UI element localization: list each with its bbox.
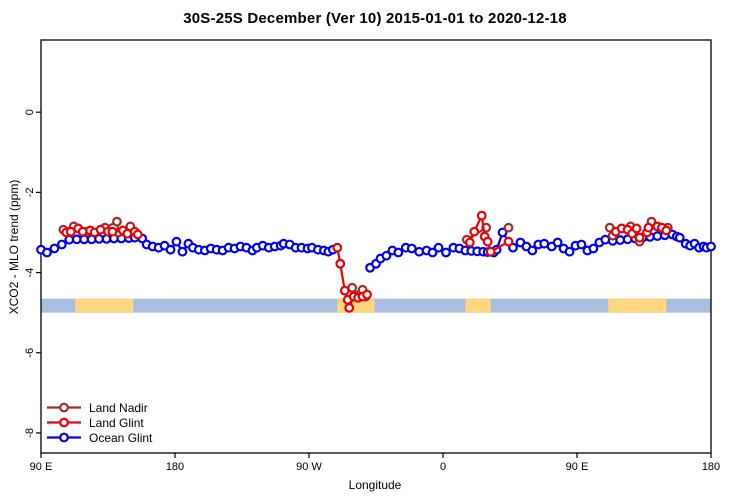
land-glint-point [476, 210, 487, 221]
land-glint-point [344, 302, 355, 313]
ocean-glint-point [600, 234, 611, 245]
ocean-glint-point [165, 244, 176, 255]
land-glint-point [362, 289, 372, 300]
ocean-glint-point [414, 246, 425, 257]
land-glint-point [339, 285, 350, 296]
legend-label: Land Glint [89, 415, 144, 430]
land-glint-point [132, 229, 143, 240]
ocean-glint-point [588, 243, 599, 254]
legend-label: Ocean Glint [89, 430, 153, 445]
ocean-glint-point [42, 247, 52, 258]
ocean-glint-point [441, 247, 451, 258]
x-tick-label: 90 E [30, 461, 53, 473]
land-nadir-swatch-icon [47, 402, 81, 413]
ocean-glint-point [49, 243, 60, 254]
ocean-glint-point [706, 241, 716, 252]
ocean-glint-point [564, 246, 575, 257]
legend-label: Land Nadir [89, 400, 148, 415]
legend-entry-land-nadir: Land Nadir [45, 400, 152, 415]
y-tick-label: -4 [24, 268, 36, 278]
land-nadir-point [112, 216, 122, 227]
land-band-segment [75, 298, 134, 313]
ocean-glint-point [527, 245, 538, 256]
x-tick-label: 0 [440, 461, 446, 473]
land-glint-point [107, 226, 118, 237]
legend-point [59, 417, 69, 428]
legend-point [59, 432, 69, 443]
plot-box [40, 39, 712, 454]
land-band-segment [608, 298, 667, 313]
legend-entry-land-glint: Land Glint [45, 415, 152, 430]
ocean-glint-point [552, 237, 563, 248]
land-glint-point [464, 237, 475, 248]
ocean-glint-point [56, 239, 67, 250]
ocean-glint-point [177, 246, 188, 257]
land-glint-point [469, 226, 480, 237]
land-nadir-point [503, 222, 514, 233]
ocean-glint-swatch-icon [47, 432, 81, 443]
land-glint-point [631, 223, 642, 234]
land-glint-swatch-icon [47, 417, 81, 428]
ocean-glint-point [497, 227, 508, 238]
ocean-glint-point [427, 247, 438, 258]
ocean-glint-point [381, 250, 392, 261]
land-glint-point [634, 232, 645, 243]
ocean-glint-point [576, 239, 587, 250]
ocean-band [41, 298, 711, 313]
ocean-glint-point [393, 247, 404, 258]
land-glint-point [503, 236, 514, 247]
x-tick-label: 90 E [566, 461, 589, 473]
y-tick-label: -6 [24, 348, 36, 358]
land-band-segment [465, 298, 491, 313]
x-tick-label: 180 [702, 461, 720, 473]
ocean-glint-point [171, 236, 182, 247]
chart-title: 30S-25S December (Ver 10) 2015-01-01 to … [183, 10, 567, 27]
y-tick-label: 0 [24, 109, 36, 115]
ocean-glint-point [433, 242, 444, 253]
x-axis-label: Longitude [348, 478, 402, 492]
land-glint-point [643, 222, 654, 233]
land-glint-point [482, 236, 493, 247]
y-tick-label: -8 [24, 428, 36, 438]
legend: Land Nadir Land Glint Ocean Glint [45, 400, 152, 445]
land-glint-point [335, 258, 346, 269]
x-tick-label: 90 W [296, 461, 322, 473]
ocean-glint-point [674, 232, 685, 243]
land-glint-point [661, 225, 672, 236]
land-glint-point [485, 246, 496, 257]
legend-entry-ocean-glint: Ocean Glint [45, 430, 152, 445]
legend-point [59, 402, 69, 413]
x-tick-label: 180 [166, 461, 184, 473]
land-glint-point [77, 226, 88, 237]
land-glint-point [332, 242, 343, 253]
y-tick-label: -2 [24, 187, 36, 197]
